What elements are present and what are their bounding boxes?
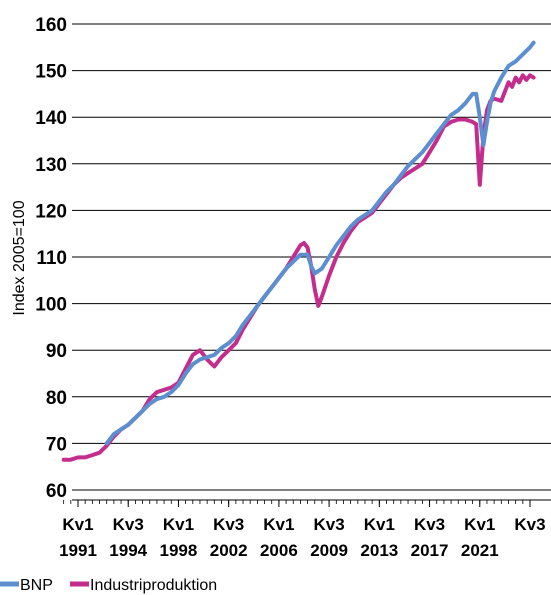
x-tick-quarter-label: Kv3 [414,515,445,534]
series-line-industriproduktion [61,73,536,462]
x-tick-year-label: 1991 [59,541,97,560]
x-tick-year-label: 2013 [360,541,398,560]
y-tick-label-110: 110 [36,248,67,269]
series [61,40,536,462]
y-tick-label-160: 160 [35,15,67,36]
y-tick-label-100: 100 [35,295,67,316]
y-tick-label-80: 80 [46,388,67,409]
x-tick-year-label: 2002 [210,541,248,560]
x-tick-quarter-label: Kv3 [113,515,144,534]
y-tick-label-70: 70 [46,434,67,455]
grid [72,23,551,491]
y-axis-ticks: 60 70 80 90 100 110 120 130 140 150 160 [35,15,67,502]
y-tick-label-130: 130 [35,155,67,176]
x-tick-quarter-label: Kv3 [213,515,244,534]
x-tick-quarter-label: Kv1 [163,515,194,534]
x-tick-year-label: 2009 [310,541,348,560]
x-tick-year-label: 1998 [160,541,198,560]
x-tick-quarter-label: Kv3 [514,515,545,534]
y-axis-label: Index 2005=100 [11,200,28,315]
y-tick-label-60: 60 [46,481,67,502]
y-tick-label-90: 90 [46,341,67,362]
x-axis-ticks: Kv1 1991 Kv3 1994 Kv1 1998 Kv3 2002 Kv1 2006 Kv3 20… [59,500,546,560]
y-tick-label-140: 140 [35,108,67,129]
legend-label-bnp: BNP [20,577,53,594]
legend: BNP Industriproduktion [0,577,217,594]
x-tick-quarter-label: Kv1 [263,515,294,534]
x-tick-year-label: 1994 [109,541,147,560]
x-tick-year-label: 2017 [411,541,449,560]
y-tick-label-150: 150 [35,62,67,83]
series-line-bnp [104,40,536,446]
x-tick-year-label: 2006 [260,541,298,560]
x-tick-quarter-label: Kv1 [364,515,395,534]
x-tick-year-label: 2021 [461,541,499,560]
x-tick-quarter-label: Kv1 [464,515,495,534]
y-tick-label-120: 120 [35,201,67,222]
legend-label-industriproduktion: Industriproduktion [90,577,217,594]
x-tick-quarter-label: Kv3 [314,515,345,534]
x-tick-quarter-label: Kv1 [62,515,93,534]
